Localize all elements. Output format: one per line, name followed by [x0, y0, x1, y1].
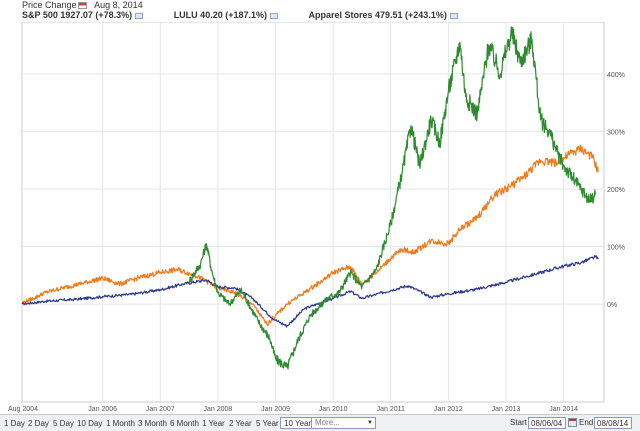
mail-icon[interactable] — [269, 12, 278, 19]
legend-label: LULU 40.20 (+187.1%) — [173, 10, 267, 20]
chart-header: Price Change Aug 8, 2014 S&P 500 1927.07… — [22, 0, 622, 22]
x-tick-label: Jan 2010 — [319, 406, 348, 413]
end-date-label: End — [579, 418, 594, 427]
price-change-chart[interactable]: Aug 2004 Jan 2006 Jan 2007 Jan 2008 Jan 2009… — [0, 22, 640, 414]
range-button-5-day[interactable]: 5 Day — [53, 419, 74, 428]
x-tick-label: Jan 2012 — [434, 406, 463, 413]
y-tick-label: 0% — [607, 302, 617, 309]
legend-label: S&P 500 1927.07 (+78.3%) — [22, 10, 133, 20]
range-button-2-day[interactable]: 2 Day — [28, 419, 49, 428]
legend-label: Apparel Stores 479.51 (+243.1%) — [308, 10, 447, 20]
range-button-10-day[interactable]: 10 Day — [77, 419, 103, 428]
mail-icon[interactable] — [449, 12, 458, 19]
end-date-input[interactable] — [594, 417, 632, 429]
range-button-1-month[interactable]: 1 Month — [106, 419, 135, 428]
more-range-select[interactable]: More... ▼ — [311, 417, 376, 429]
legend-item-sp500: S&P 500 1927.07 (+78.3%) — [22, 10, 144, 20]
calendar-icon[interactable] — [568, 418, 577, 427]
chart-title: Price Change — [22, 0, 77, 10]
range-button-3-month[interactable]: 3 Month — [138, 419, 167, 428]
range-button-6-month[interactable]: 6 Month — [170, 419, 199, 428]
y-tick-label: 400% — [607, 72, 625, 79]
range-button-2-year[interactable]: 2 Year — [229, 419, 252, 428]
x-tick-label: Jan 2011 — [377, 406, 405, 413]
x-tick-label: Aug 2004 — [8, 406, 38, 413]
series-line-apparel-stores — [21, 144, 599, 327]
x-tick-label: Jan 2006 — [88, 406, 117, 413]
legend-item-apparel: Apparel Stores 479.51 (+243.1%) — [309, 10, 458, 20]
range-button-5-year[interactable]: 5 Year — [256, 419, 279, 428]
start-date-label: Start — [510, 418, 527, 427]
y-tick-label: 300% — [607, 129, 625, 136]
header-title-row: Price Change Aug 8, 2014 — [22, 0, 143, 10]
x-tick-label: Jan 2007 — [146, 406, 175, 413]
legend: S&P 500 1927.07 (+78.3%) LULU 40.20 (+18… — [22, 10, 486, 20]
x-tick-label: Jan 2008 — [204, 406, 233, 413]
x-tick-label: Jan 2014 — [549, 406, 578, 413]
range-button-1-day[interactable]: 1 Day — [4, 419, 25, 428]
range-toolbar: 1 Day 2 Day 5 Day 10 Day 1 Month 3 Month… — [0, 414, 640, 431]
x-tick-label: Jan 2013 — [492, 406, 521, 413]
mail-icon[interactable] — [135, 12, 144, 19]
more-range-placeholder: More... — [315, 418, 340, 427]
plot-area — [21, 22, 605, 403]
chevron-down-icon: ▼ — [367, 420, 373, 426]
series-line-s-p-500 — [21, 255, 599, 328]
y-tick-label: 100% — [607, 245, 625, 252]
chart-date: Aug 8, 2014 — [94, 0, 143, 10]
flag-icon[interactable] — [77, 2, 87, 10]
x-tick-label: Jan 2009 — [261, 406, 290, 413]
y-tick-label: 200% — [607, 187, 625, 194]
range-button-10-year[interactable]: 10 Year — [280, 417, 316, 429]
legend-item-lulu: LULU 40.20 (+187.1%) — [174, 10, 278, 20]
range-button-1-year[interactable]: 1 Year — [202, 419, 225, 428]
start-date-input[interactable] — [528, 417, 566, 429]
series-line-lulu — [188, 26, 596, 370]
